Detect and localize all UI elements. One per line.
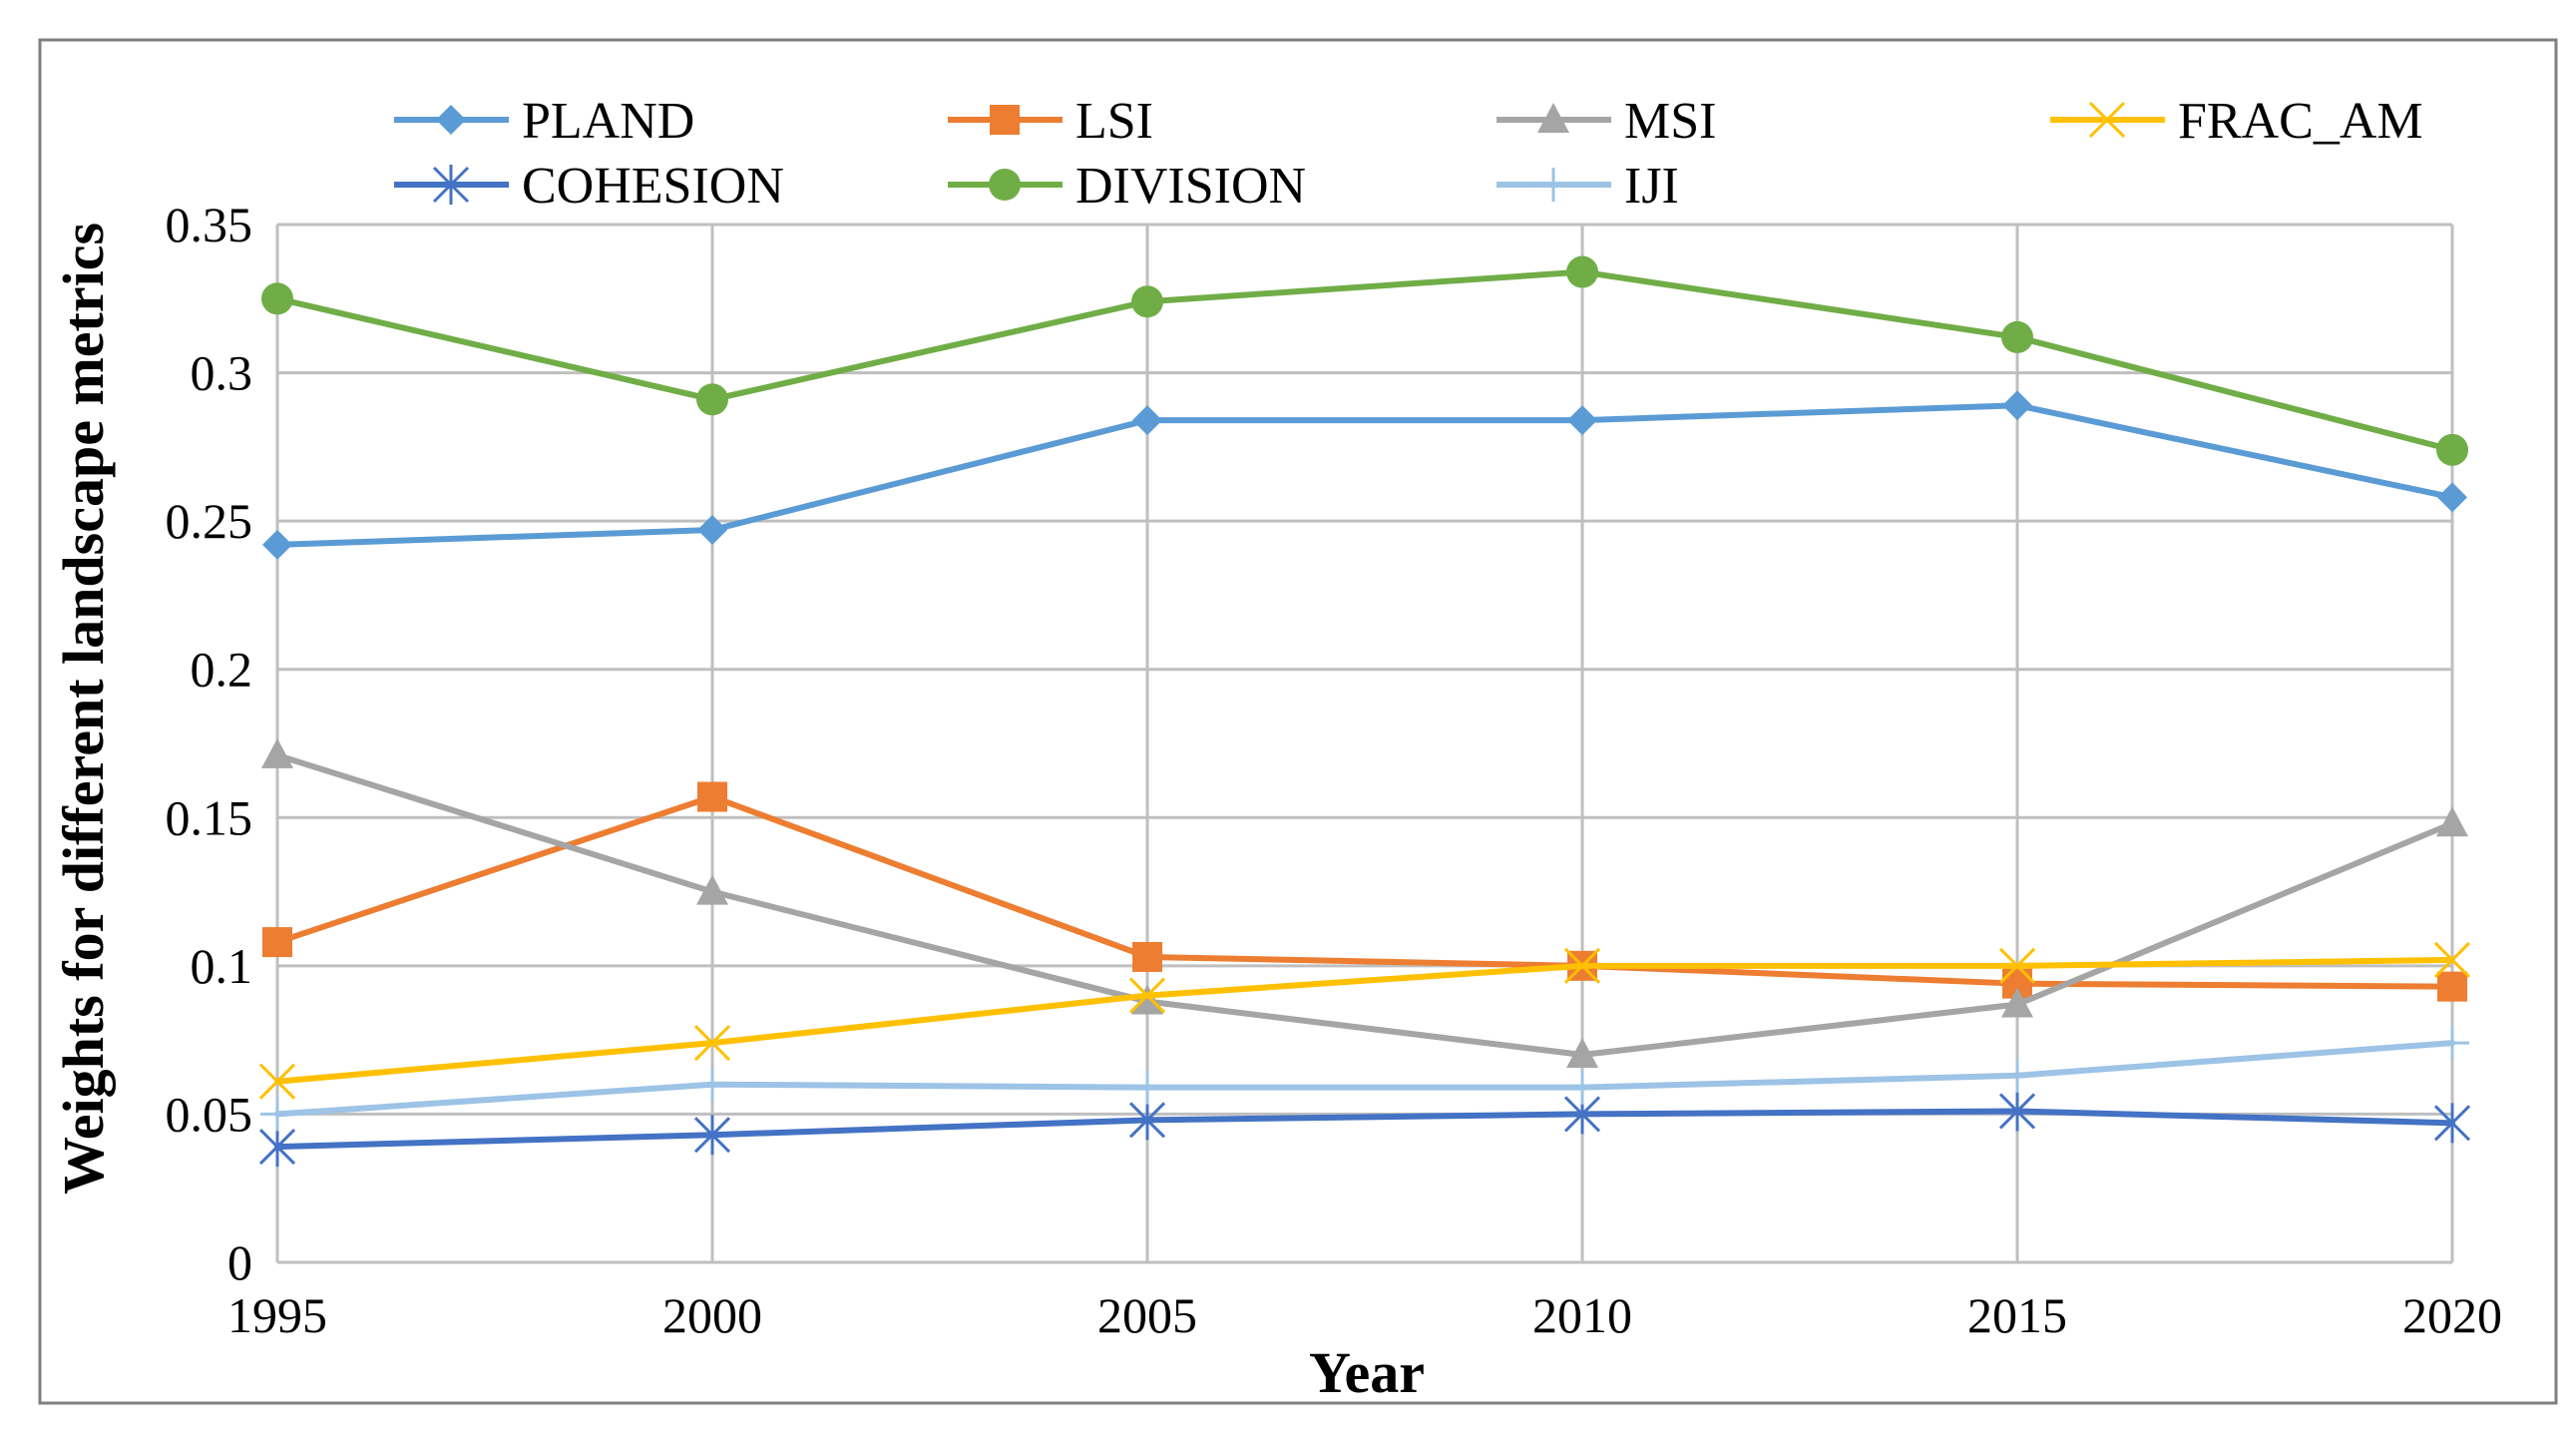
data-point-division [2001,320,2033,353]
y-tick-label: 0.15 [166,789,253,845]
legend-marker-cohesion [432,165,470,205]
data-point-cohesion [1998,1091,2036,1132]
y-tick-label: 0.35 [166,197,253,252]
data-point-frac-am [258,1063,296,1100]
data-point-pland [1567,405,1597,436]
data-point-division [261,282,293,315]
series-pland [262,390,2467,560]
legend-label-lsi: LSI [1075,93,1153,150]
x-axis-title: Year [1309,1340,1425,1405]
data-point-lsi [262,927,292,958]
data-point-msi [1131,984,1163,1015]
legend-marker-pland [436,105,466,135]
data-point-lsi [697,781,727,812]
legend-item-division: DIVISION [948,158,1306,215]
x-tick-label: 2015 [1967,1287,2067,1343]
y-tick-label: 0.3 [191,345,253,401]
data-point-msi [261,737,293,768]
series-layer [258,255,2471,1168]
legend-item-lsi: LSI [948,93,1153,150]
series-line-lsi [274,793,2455,990]
y-tick-label: 0.1 [191,938,253,994]
data-point-iji [1130,1070,1164,1105]
data-point-pland [2002,390,2032,421]
data-point-iji [1565,1070,1599,1105]
y-tick-label: 0 [227,1234,252,1290]
legend-label-frac-am: FRAC_AM [2178,93,2423,150]
series-msi [261,737,2468,1068]
data-point-msi [2436,806,2468,837]
x-tick-label: 2010 [1532,1287,1632,1343]
legend-marker-msi [1537,103,1569,133]
data-point-cohesion [1128,1100,1166,1141]
legend-label-cohesion: COHESION [522,158,784,215]
legend-label-iji: IJI [1624,158,1679,215]
data-point-pland [1132,405,1162,436]
data-point-frac-am [2433,941,2471,978]
x-tick-label: 1995 [227,1287,327,1343]
data-point-cohesion [693,1115,731,1156]
series-division [261,255,2468,466]
data-point-division [696,383,728,416]
series-lsi [262,781,2467,1002]
series-frac-am [258,941,2471,1100]
series-iji [260,1026,2469,1132]
data-point-frac-am [1563,947,1601,984]
data-point-frac-am [1998,947,2036,984]
y-tick-label: 0.25 [166,493,253,549]
grid [275,223,2454,1264]
legend-marker-frac-am [2088,101,2126,139]
legend-label-pland: PLAND [522,93,694,150]
data-point-cohesion [258,1127,296,1168]
data-point-division [1131,285,1163,318]
legend-marker-iji [1536,168,1570,202]
data-point-frac-am [693,1025,731,1062]
legend-item-pland: PLAND [394,93,694,150]
series-line-cohesion [274,1108,2455,1151]
series-cohesion [258,1091,2471,1168]
axes: 0 0.05 0.1 0.15 0.2 0.25 0.3 0.35 1995 2000 2005 20… [166,197,2503,1343]
x-tick-label: 2005 [1097,1287,1197,1343]
data-point-frac-am [1128,977,1166,1014]
legend-item-cohesion: COHESION [394,158,784,215]
data-point-lsi [1132,941,1162,972]
data-point-division [2436,433,2468,466]
y-tick-label: 0.05 [166,1086,253,1142]
series-line-msi [274,751,2455,1058]
legend-marker-division [989,169,1021,201]
data-point-msi [696,874,728,905]
legend-item-msi: MSI [1497,93,1716,150]
series-line-iji [274,1040,2455,1118]
data-point-lsi [2437,971,2467,1002]
x-tick-label: 2020 [2402,1287,2502,1343]
legend-label-msi: MSI [1624,93,1716,150]
data-point-division [1566,255,1598,288]
data-point-msi [1566,1038,1598,1068]
data-point-iji [695,1067,729,1102]
y-axis-title: Weights for different landscape metrics [51,223,116,1195]
legend-item-iji: IJI [1497,158,1679,215]
x-tick-label: 2000 [662,1287,762,1343]
series-line-pland [274,402,2455,548]
series-line-division [274,268,2455,453]
data-point-iji [260,1097,294,1132]
data-point-pland [262,529,292,560]
data-point-iji [2435,1026,2469,1061]
data-point-pland [2437,482,2467,513]
data-point-msi [2001,987,2033,1018]
data-point-iji [2000,1058,2034,1093]
legend-marker-lsi [990,105,1020,135]
legend: PLAND LSI MSI FRAC_AM COHESION DIVISION IJI [394,93,2423,215]
data-point-pland [697,515,727,546]
chart-border [38,38,2558,1405]
series-line-frac-am [274,956,2455,1085]
data-point-cohesion [2433,1103,2471,1144]
legend-item-frac-am: FRAC_AM [2050,93,2423,150]
legend-label-division: DIVISION [1075,158,1306,215]
y-tick-label: 0.2 [191,642,253,698]
